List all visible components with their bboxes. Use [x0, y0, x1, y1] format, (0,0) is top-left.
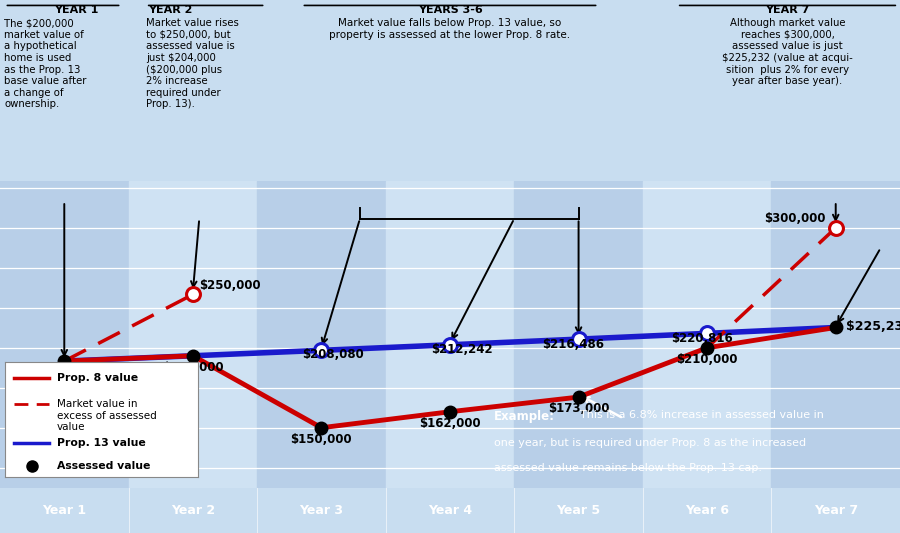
Text: $210,000: $210,000	[677, 353, 738, 366]
Text: Prop. 8 value: Prop. 8 value	[57, 374, 138, 383]
Text: $250,000: $250,000	[199, 279, 261, 292]
Text: YEAR 1: YEAR 1	[54, 5, 98, 15]
Text: Year 4: Year 4	[428, 504, 473, 517]
Bar	[257, 181, 386, 488]
Text: Market value falls below Prop. 13 value, so
property is assessed at the lower Pr: Market value falls below Prop. 13 value,…	[329, 18, 571, 40]
Text: Year 5: Year 5	[556, 504, 600, 517]
Text: $216,486: $216,486	[543, 338, 605, 351]
Text: one year, but is required under Prop. 8 as the increased: one year, but is required under Prop. 8 …	[494, 438, 806, 448]
Bar	[643, 181, 771, 488]
Text: YEARS 3-6: YEARS 3-6	[418, 5, 482, 15]
Text: YEAR 7: YEAR 7	[765, 5, 810, 15]
Text: Year 6: Year 6	[685, 504, 729, 517]
Text: Although market value
reaches $300,000,
assessed value is just
$225,232 (value a: Although market value reaches $300,000, …	[722, 18, 853, 86]
Text: $300,000: $300,000	[764, 212, 825, 225]
Text: Example:: Example:	[494, 410, 554, 423]
Text: $220,816: $220,816	[671, 332, 733, 345]
Text: $150,000: $150,000	[291, 433, 352, 446]
Text: Market value rises
to $250,000, but
assessed value is
just $204,000
($200,000 pl: Market value rises to $250,000, but asse…	[146, 18, 238, 109]
Text: $212,242: $212,242	[431, 343, 492, 356]
Text: Year 3: Year 3	[300, 504, 344, 517]
Text: YEAR 2: YEAR 2	[148, 5, 193, 15]
Text: Year 2: Year 2	[171, 504, 215, 517]
Text: $173,000: $173,000	[548, 402, 609, 415]
Text: $225,232: $225,232	[846, 320, 900, 333]
Text: Year 1: Year 1	[42, 504, 86, 517]
Text: $200,000: $200,000	[33, 367, 95, 379]
Text: Year 7: Year 7	[814, 504, 858, 517]
Bar	[514, 181, 643, 488]
Text: $162,000: $162,000	[419, 417, 481, 430]
Text: Prop. 13 value: Prop. 13 value	[57, 438, 146, 448]
Bar	[386, 181, 514, 488]
Text: assessed value remains below the Prop. 13 cap.: assessed value remains below the Prop. 1…	[494, 463, 761, 473]
Bar	[0, 181, 129, 488]
Text: $208,080: $208,080	[302, 349, 364, 361]
Text: This is a 6.8% increase in assessed value in: This is a 6.8% increase in assessed valu…	[580, 410, 824, 420]
Text: Assessed value: Assessed value	[57, 461, 150, 471]
Bar	[771, 181, 900, 488]
Bar	[129, 181, 257, 488]
Text: Market value in
excess of assessed
value: Market value in excess of assessed value	[57, 399, 157, 432]
Text: $204,000: $204,000	[162, 361, 224, 374]
Text: The $200,000
market value of
a hypothetical
home is used
as the Prop. 13
base va: The $200,000 market value of a hypotheti…	[4, 18, 87, 109]
